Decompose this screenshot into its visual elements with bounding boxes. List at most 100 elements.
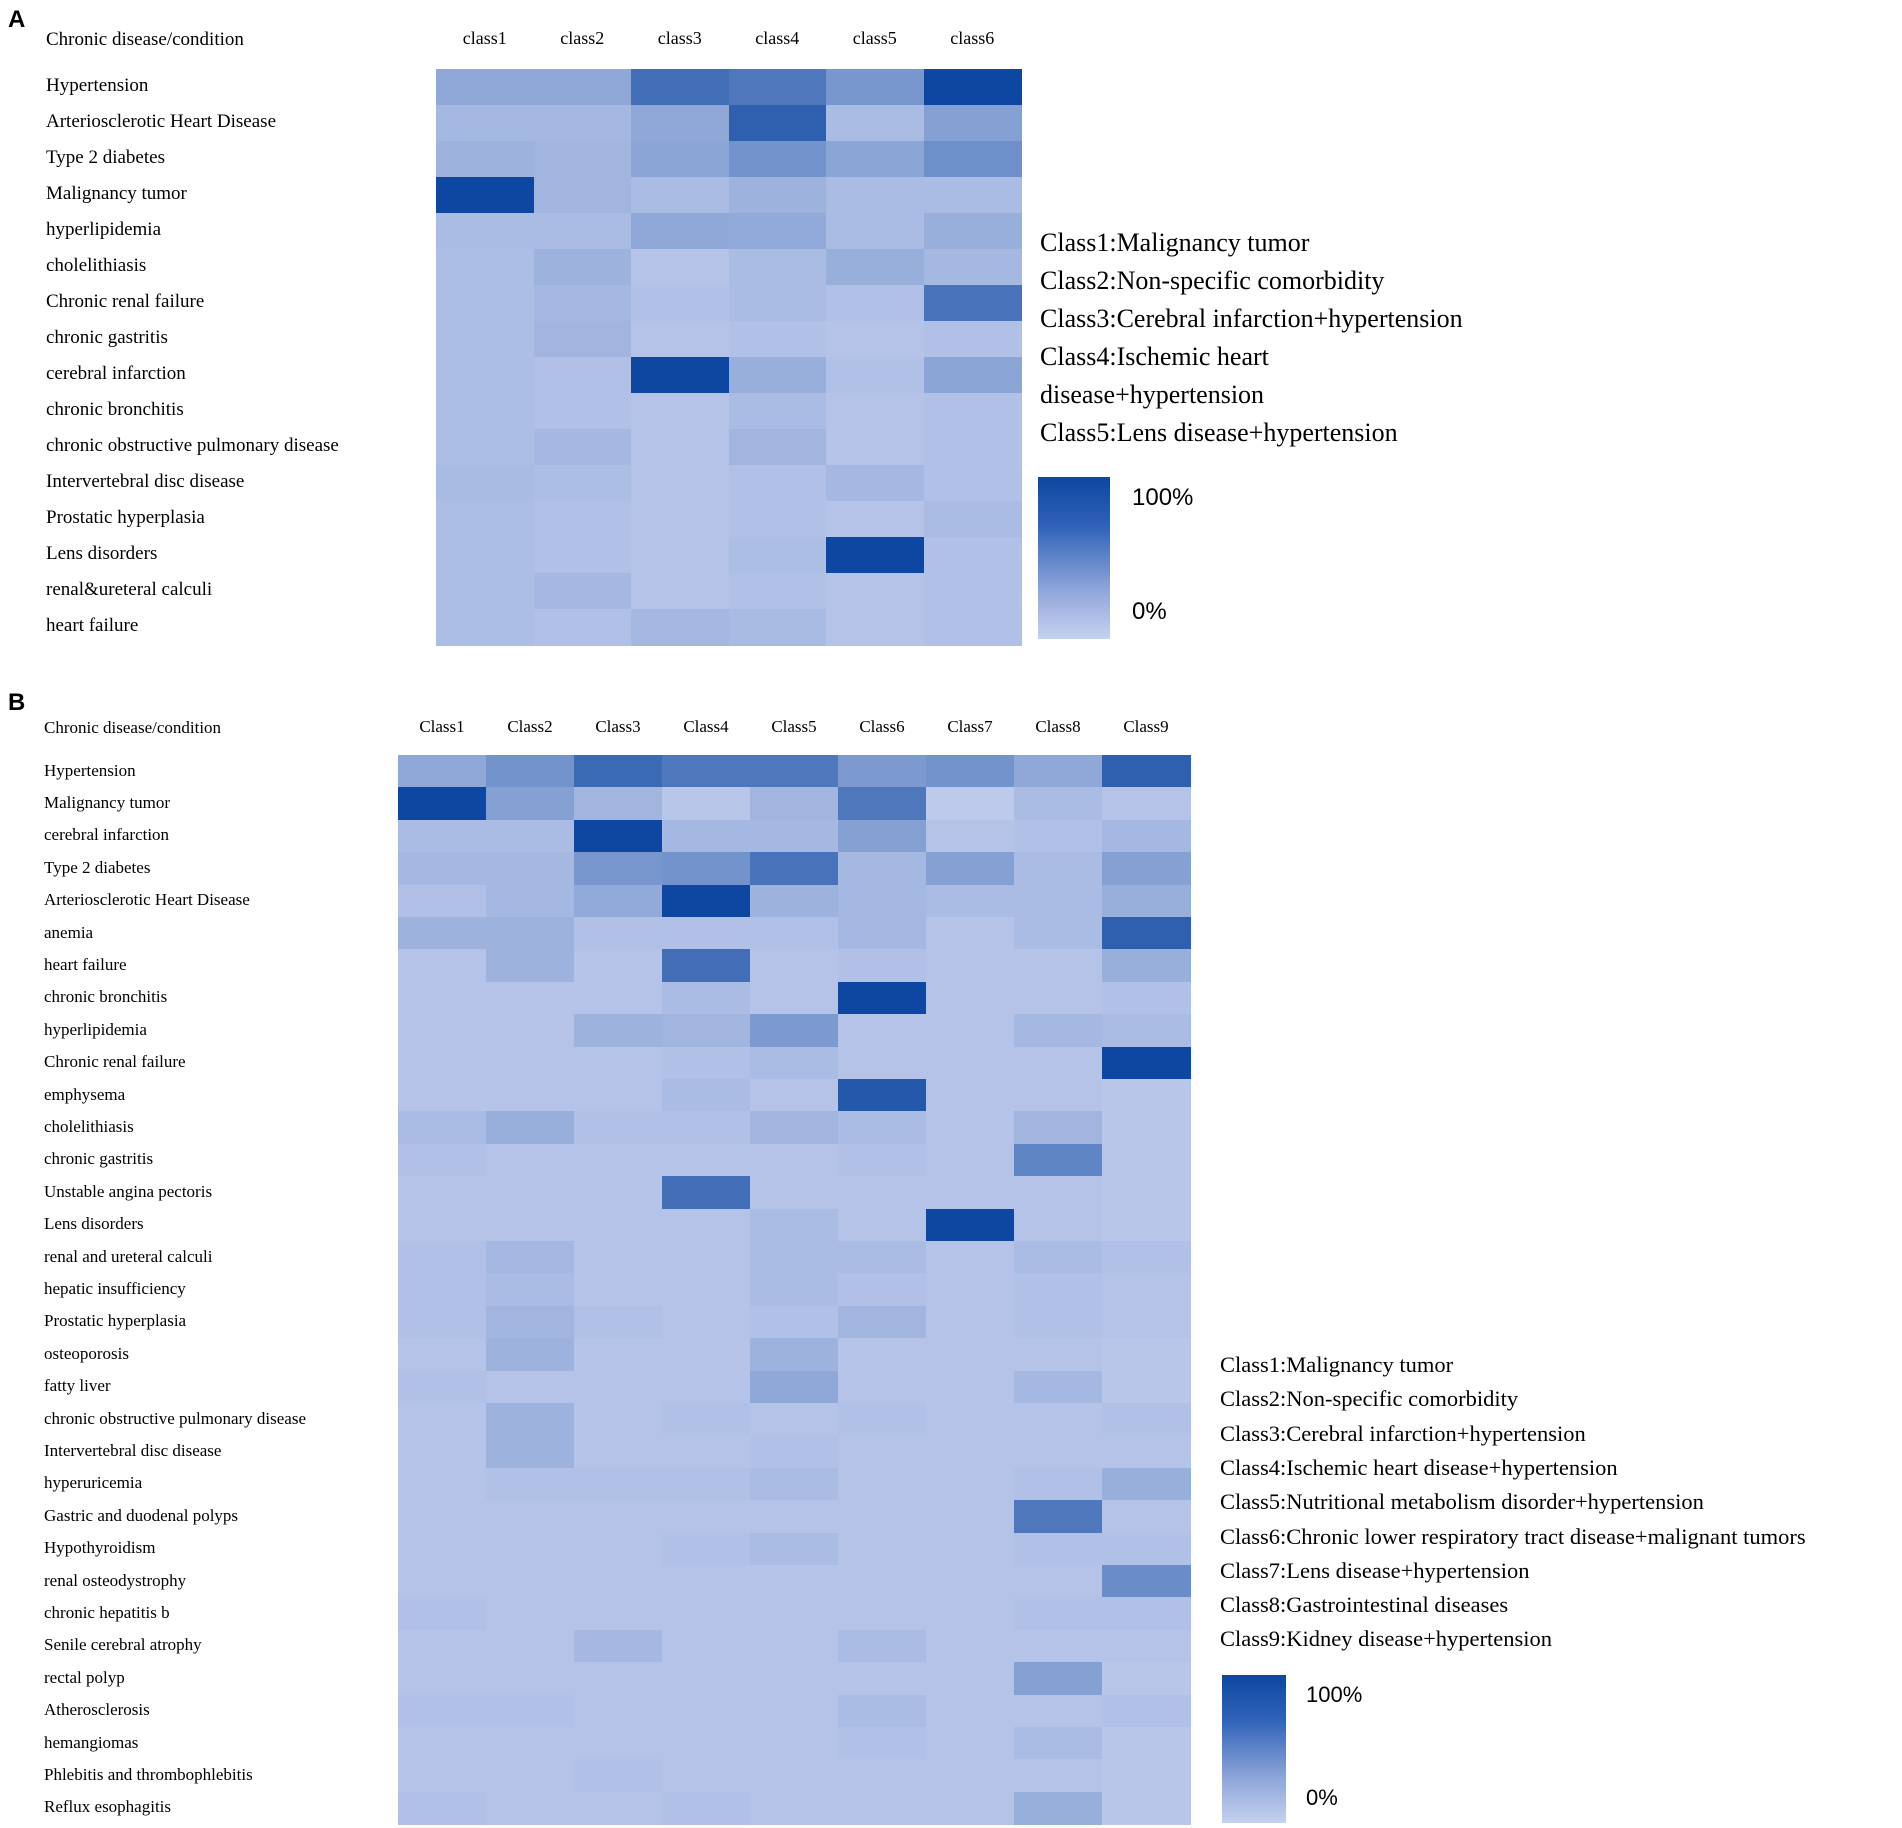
heatmap-cell bbox=[662, 1791, 751, 1825]
heatmap-cell bbox=[926, 1111, 1015, 1145]
heatmap-cell bbox=[631, 177, 729, 214]
heatmap-cell bbox=[926, 1403, 1015, 1436]
heatmap-cell bbox=[486, 1532, 575, 1566]
colorbar-max-label: 100% bbox=[1306, 1681, 1363, 1707]
legend-entry: Class7:Lens disease+hypertension bbox=[1220, 1557, 1530, 1583]
heatmap-cell bbox=[926, 1241, 1015, 1274]
heatmap-cell bbox=[826, 321, 924, 358]
heatmap-cell bbox=[1014, 1435, 1103, 1469]
heatmap-cell bbox=[838, 1208, 927, 1242]
row-label: hyperlipidemia bbox=[46, 219, 162, 241]
heatmap-cell bbox=[662, 1629, 751, 1663]
heatmap-cell bbox=[838, 1791, 927, 1825]
legend-entry: Class2:Non-specific comorbidity bbox=[1040, 266, 1385, 295]
heatmap-cell bbox=[662, 1500, 751, 1534]
heatmap-cell bbox=[750, 1014, 839, 1048]
heatmap-cell bbox=[1014, 917, 1103, 950]
heatmap-cell bbox=[533, 465, 632, 502]
heatmap-cell bbox=[398, 1079, 487, 1112]
heatmap-cell bbox=[486, 787, 575, 821]
heatmap-cell bbox=[926, 1176, 1015, 1210]
heatmap-cell bbox=[631, 429, 729, 466]
heatmap-cell bbox=[728, 393, 827, 430]
heatmap-cell bbox=[826, 105, 924, 142]
heatmap-cell bbox=[923, 465, 1022, 502]
heatmap-cell bbox=[398, 1208, 487, 1242]
heatmap-cell bbox=[838, 1597, 927, 1631]
heatmap-cell bbox=[631, 393, 729, 430]
row-label: cerebral infarction bbox=[44, 825, 170, 845]
heatmap-cell bbox=[926, 1370, 1015, 1404]
row-label: cholelithiasis bbox=[44, 1117, 134, 1137]
heatmap-cell bbox=[662, 755, 751, 788]
heatmap-cell bbox=[838, 1500, 927, 1534]
legend-entry: Class1:Malignancy tumor bbox=[1220, 1352, 1454, 1377]
heatmap-cell bbox=[662, 917, 751, 950]
row-label: chronic bronchitis bbox=[46, 399, 184, 421]
heatmap-cell bbox=[838, 1662, 927, 1696]
legend-entry: Class4:Ischemic heart bbox=[1040, 342, 1269, 371]
heatmap-cell bbox=[1014, 1403, 1103, 1436]
heatmap-cell bbox=[1014, 1208, 1103, 1242]
heatmap-cell bbox=[838, 787, 927, 821]
heatmap-cell bbox=[923, 69, 1022, 106]
heatmap-cell bbox=[838, 1305, 927, 1339]
heatmap-cell bbox=[826, 249, 924, 286]
row-label: renal&ureteral calculi bbox=[46, 579, 213, 601]
heatmap-cell bbox=[838, 1694, 927, 1728]
heatmap-cell bbox=[574, 1791, 663, 1825]
heatmap-cell bbox=[1014, 1532, 1103, 1566]
heatmap-cell bbox=[750, 819, 839, 853]
heatmap-cell bbox=[1014, 949, 1103, 983]
row-label: Hypertension bbox=[46, 75, 149, 97]
heatmap-cell bbox=[398, 1629, 487, 1663]
heatmap-cell bbox=[436, 537, 534, 574]
heatmap-cell bbox=[923, 285, 1022, 322]
column-header: Class7 bbox=[947, 716, 993, 736]
heatmap-cell bbox=[728, 429, 827, 466]
row-label: Hypothyroidism bbox=[44, 1538, 156, 1558]
heatmap-cell bbox=[750, 1079, 839, 1112]
row-label: Gastric and duodenal polyps bbox=[44, 1505, 239, 1525]
heatmap-cell bbox=[662, 1208, 751, 1242]
heatmap-cell bbox=[1014, 1597, 1103, 1631]
heatmap-cell bbox=[533, 105, 632, 142]
row-label: Chronic renal failure bbox=[46, 291, 205, 313]
heatmap-cell bbox=[1102, 787, 1191, 821]
heatmap-cell bbox=[486, 1014, 575, 1048]
heatmap-cell bbox=[1014, 787, 1103, 821]
heatmap-cell bbox=[1014, 1629, 1103, 1663]
heatmap-cell bbox=[1102, 852, 1191, 886]
heatmap-cell bbox=[398, 1467, 487, 1501]
heatmap-cell bbox=[398, 1143, 487, 1177]
heatmap-cell bbox=[398, 1176, 487, 1210]
heatmap-cell bbox=[750, 949, 839, 983]
heatmap-cell bbox=[574, 1370, 663, 1404]
heatmap-cell bbox=[398, 1727, 487, 1760]
row-label: chronic hepatitis b bbox=[44, 1603, 170, 1623]
heatmap-cell bbox=[1102, 1176, 1191, 1210]
heatmap-cell bbox=[838, 1046, 927, 1080]
heatmap-cell bbox=[436, 501, 534, 538]
heatmap-cell bbox=[838, 1727, 927, 1760]
heatmap-cell bbox=[728, 69, 827, 106]
heatmap-cell bbox=[662, 819, 751, 853]
heatmap-cell bbox=[926, 884, 1015, 918]
heatmap-cell bbox=[631, 501, 729, 538]
heatmap-cell bbox=[1102, 755, 1191, 788]
heatmap-cell bbox=[574, 1143, 663, 1177]
heatmap-cell bbox=[1014, 1241, 1103, 1274]
row-label: Unstable angina pectoris bbox=[44, 1181, 213, 1201]
heatmap-cell bbox=[926, 1079, 1015, 1112]
heatmap-cell bbox=[436, 357, 534, 394]
column-header: Class5 bbox=[771, 716, 817, 736]
heatmap-cell bbox=[750, 1046, 839, 1080]
heatmap-cell bbox=[486, 1176, 575, 1210]
heatmap-cell bbox=[1102, 1597, 1191, 1631]
heatmap-cell bbox=[631, 285, 729, 322]
heatmap-cell bbox=[574, 1273, 663, 1307]
heatmap-cell bbox=[838, 1338, 927, 1372]
heatmap-cell bbox=[631, 465, 729, 502]
heatmap-cell bbox=[486, 852, 575, 886]
heatmap-cell bbox=[838, 1079, 927, 1112]
